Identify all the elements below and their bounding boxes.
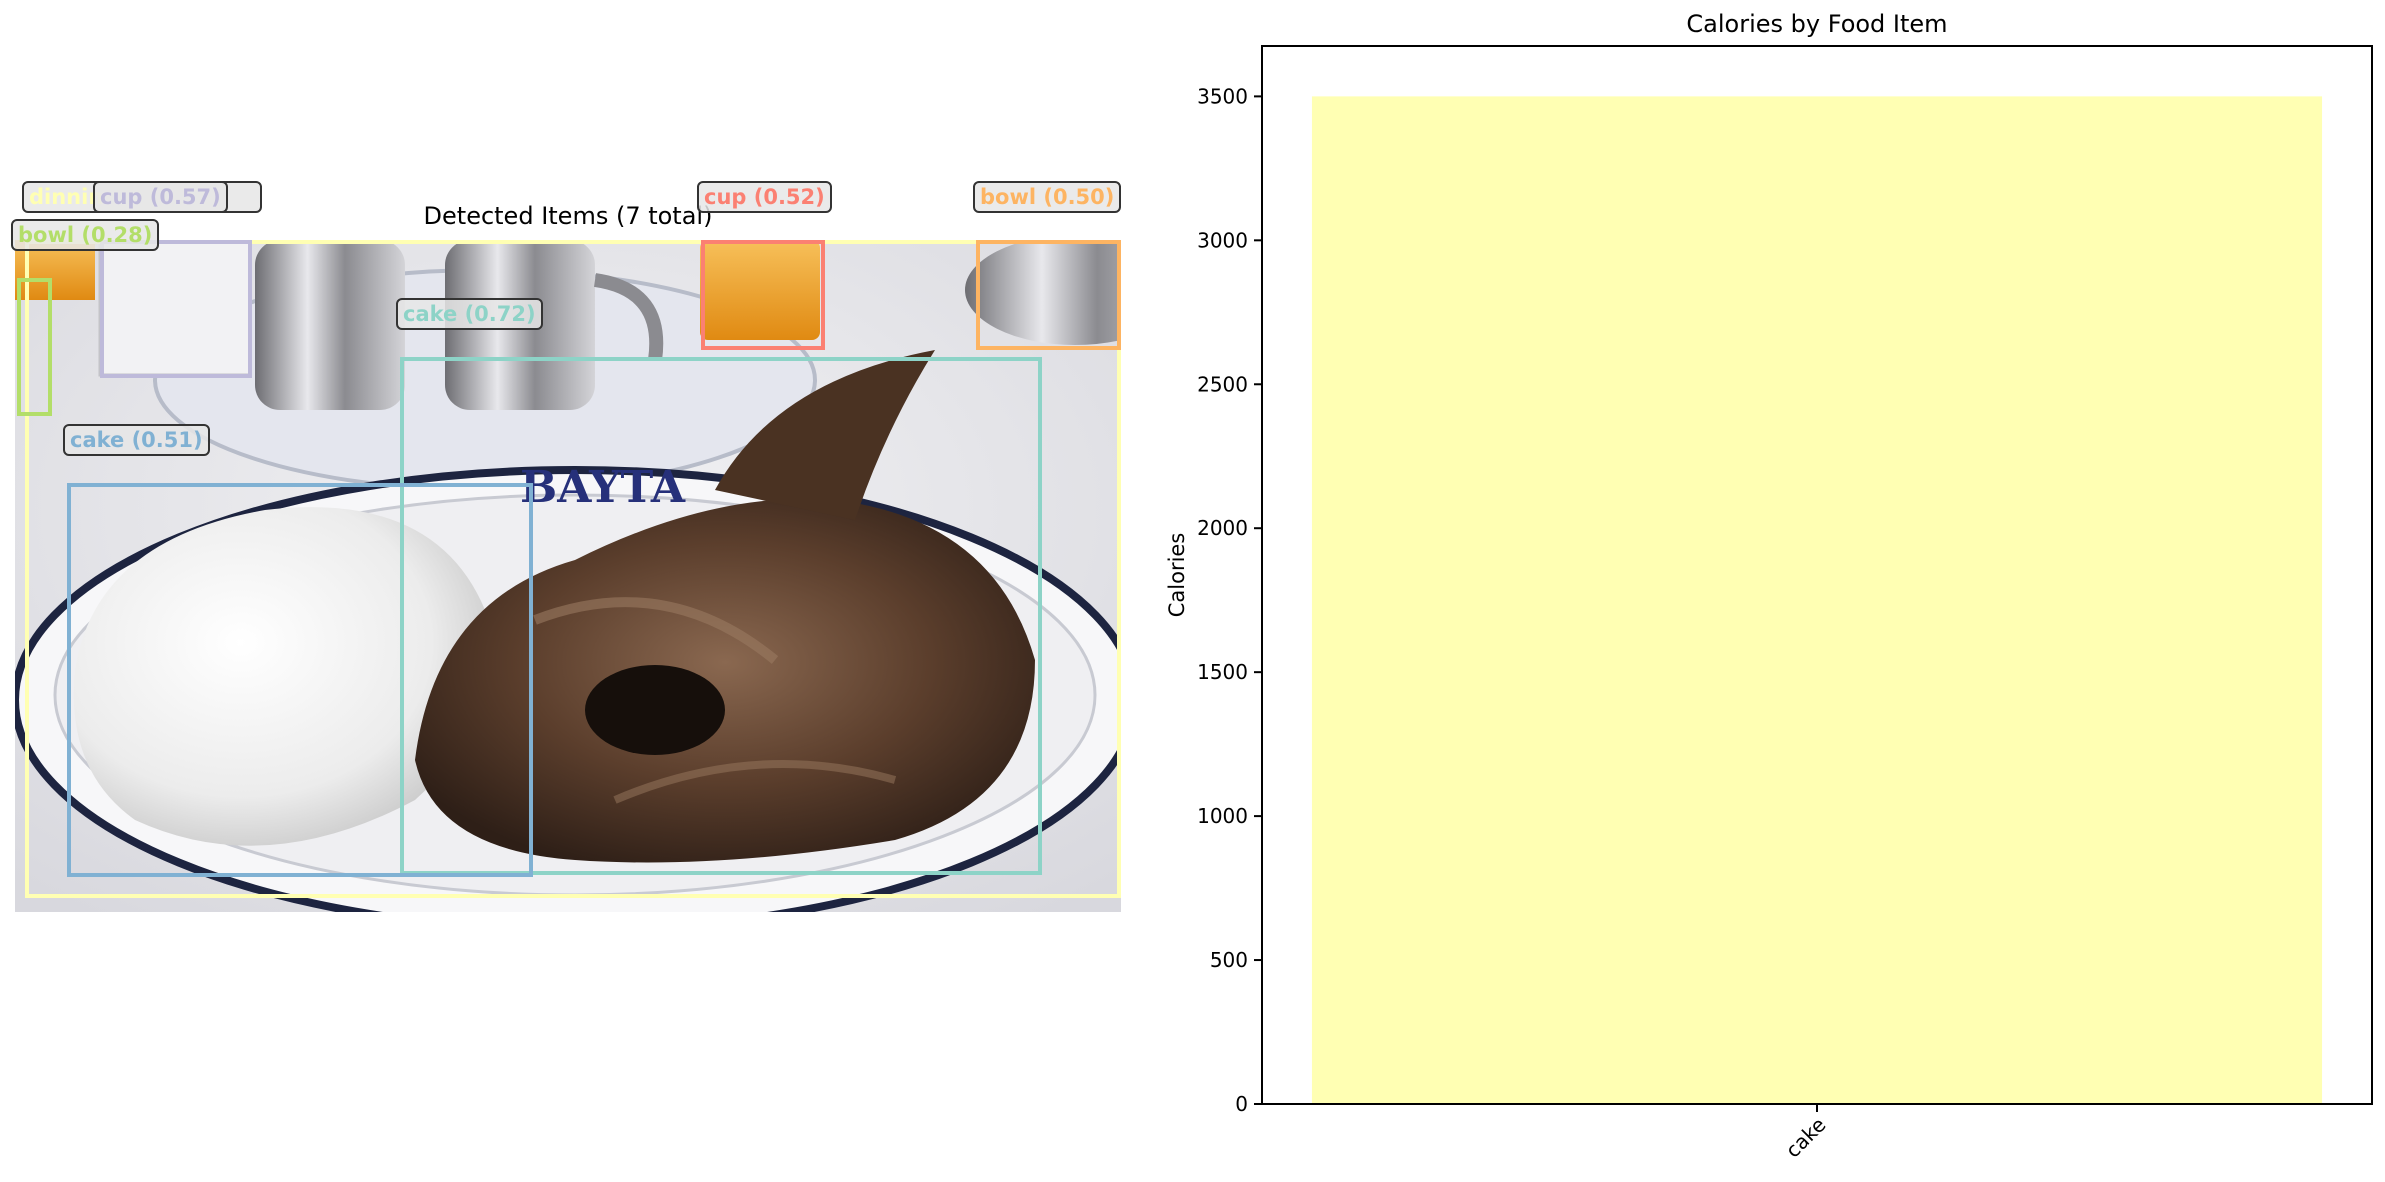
y-tick-label-2500: 2500 <box>1197 372 1248 396</box>
y-tick-label-3500: 3500 <box>1197 84 1248 108</box>
y-tick-label-1000: 1000 <box>1197 804 1248 828</box>
detection-box-cake-51 <box>67 483 533 877</box>
detection-label-bowl-28: bowl (0.28) <box>11 219 160 251</box>
bar-cake <box>1311 96 2323 1104</box>
detection-label-cake-72: cake (0.72) <box>396 298 543 330</box>
y-tick-label-0: 0 <box>1235 1092 1248 1116</box>
detection-box-dinnin <box>25 240 1121 898</box>
food-photo-illustration: BAYTA <box>15 240 1121 912</box>
y-tick-label-2000: 2000 <box>1197 516 1248 540</box>
detection-label-cake-51: cake (0.51) <box>63 424 210 456</box>
plot-frame <box>1261 45 2373 1105</box>
detection-box-cup-52 <box>701 240 825 350</box>
y-tick-label-1500: 1500 <box>1197 660 1248 684</box>
y-tick-label-3000: 3000 <box>1197 228 1248 252</box>
detection-box-bowl-50 <box>976 240 1121 350</box>
detection-title: Detected Items (7 total) <box>423 202 713 230</box>
food-photo: BAYTA <box>15 240 1121 912</box>
detection-label-cup-57: cup (0.57) <box>93 181 228 213</box>
detection-box-cake-72 <box>400 357 1042 875</box>
detection-label-cup-52: cup (0.52) <box>697 181 832 213</box>
detection-label-bowl-50: bowl (0.50) <box>973 181 1122 213</box>
detection-box-cup-57 <box>100 240 252 378</box>
y-tick-label-500: 500 <box>1210 948 1248 972</box>
y-axis-label: Calories <box>1165 533 1189 618</box>
chart-title: Calories by Food Item <box>1686 10 1948 38</box>
x-tick-label-cake: cake <box>1781 1113 1831 1163</box>
detection-box-bowl-28 <box>17 278 52 416</box>
svg-text:BAYTA: BAYTA <box>520 462 686 513</box>
